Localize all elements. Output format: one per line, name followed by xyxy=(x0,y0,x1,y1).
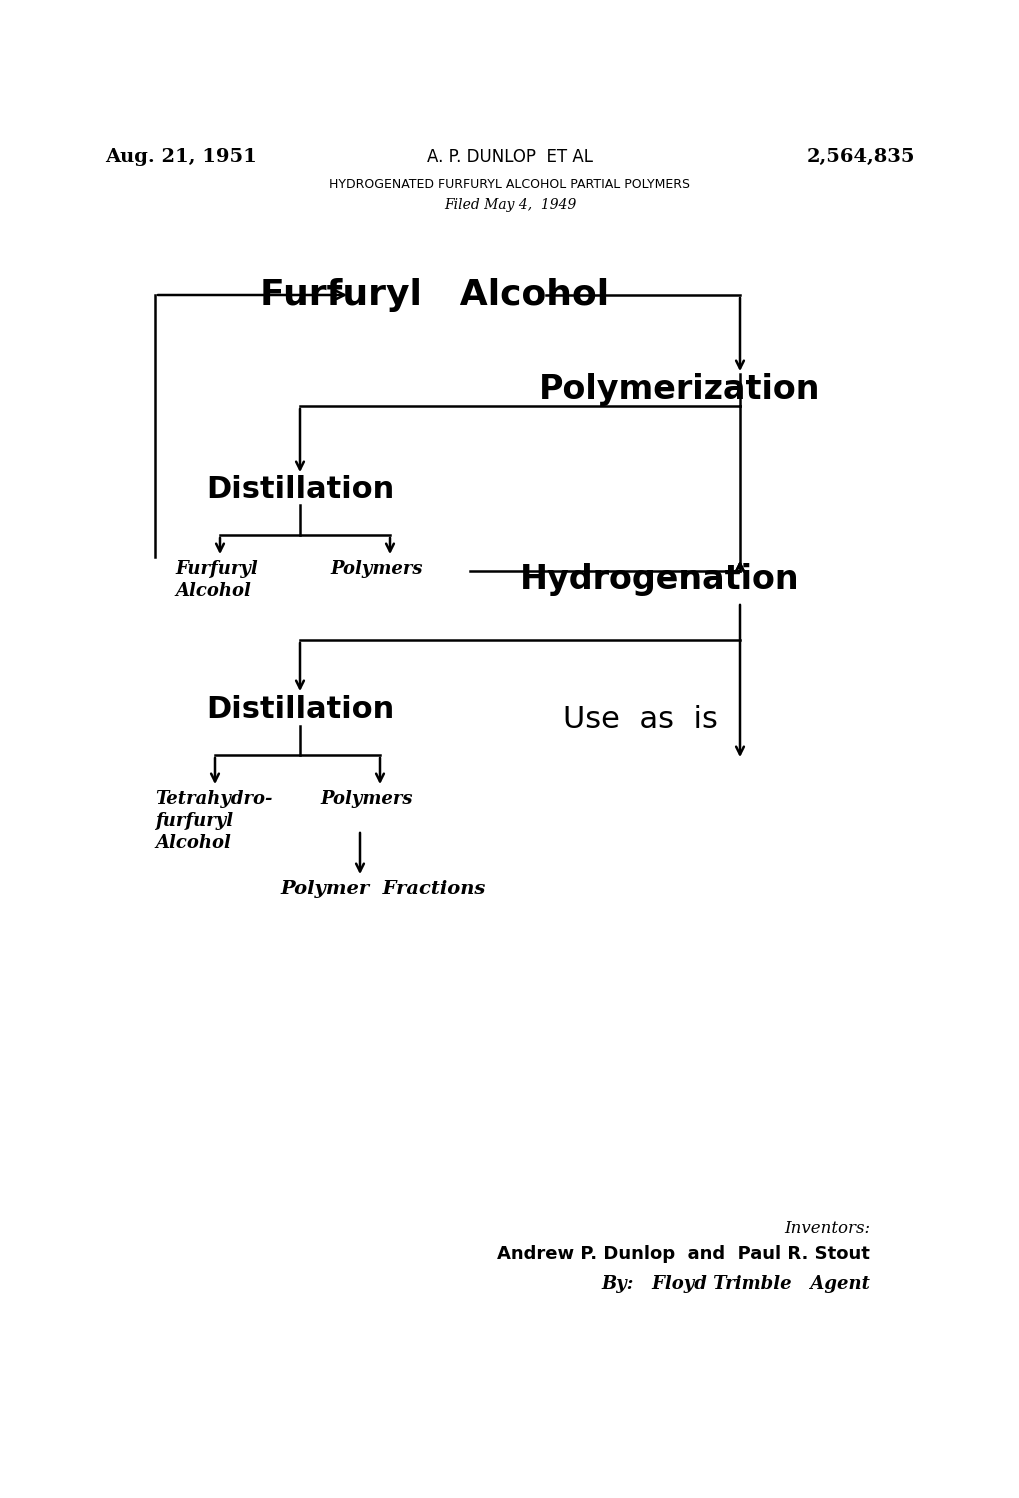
Text: Andrew P. Dunlop  and  Paul R. Stout: Andrew P. Dunlop and Paul R. Stout xyxy=(496,1245,869,1263)
Text: Aug. 21, 1951: Aug. 21, 1951 xyxy=(105,148,257,166)
Text: Inventors:: Inventors: xyxy=(784,1219,869,1237)
Text: By:   Floyd Trimble   Agent: By: Floyd Trimble Agent xyxy=(600,1275,869,1293)
Text: Furfuryl
Alcohol: Furfuryl Alcohol xyxy=(175,560,258,601)
Text: Distillation: Distillation xyxy=(206,475,393,505)
Text: Furfuryl   Alcohol: Furfuryl Alcohol xyxy=(260,279,609,312)
Text: Hydrogenation: Hydrogenation xyxy=(520,563,799,596)
Text: Filed May 4,  1949: Filed May 4, 1949 xyxy=(443,198,576,213)
Text: HYDROGENATED FURFURYL ALCOHOL PARTIAL POLYMERS: HYDROGENATED FURFURYL ALCOHOL PARTIAL PO… xyxy=(329,178,690,192)
Text: Polymer  Fractions: Polymer Fractions xyxy=(280,879,485,897)
Text: Tetrahydro-
furfuryl
Alcohol: Tetrahydro- furfuryl Alcohol xyxy=(155,789,272,852)
Text: 2,564,835: 2,564,835 xyxy=(806,148,914,166)
Text: Polymers: Polymers xyxy=(330,560,422,578)
Text: Use  as  is: Use as is xyxy=(562,706,716,734)
Text: Polymers: Polymers xyxy=(320,789,412,807)
Text: Polymerization: Polymerization xyxy=(539,373,820,406)
Text: Distillation: Distillation xyxy=(206,695,393,725)
Text: A. P. DUNLOP  ET AL: A. P. DUNLOP ET AL xyxy=(427,148,592,166)
